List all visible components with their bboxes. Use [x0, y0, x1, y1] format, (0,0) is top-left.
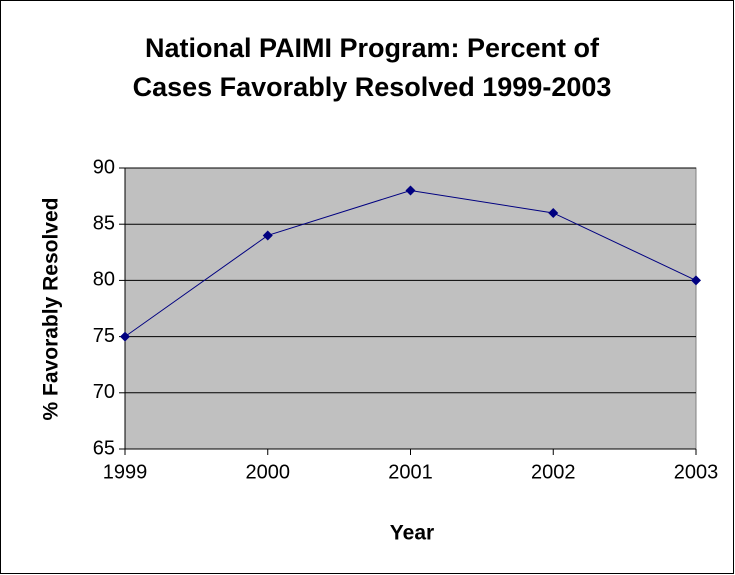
x-tick-label: 2000: [246, 461, 291, 483]
y-axis-title: % Favorably Resolved: [40, 198, 63, 421]
marker: [120, 331, 130, 342]
plot-area: [124, 167, 697, 450]
y-tick-label: 90: [93, 156, 115, 178]
marker: [691, 275, 701, 286]
y-tick-label: 70: [93, 381, 115, 403]
chart-title: National PAIMI Program: Percent of: [145, 33, 600, 63]
marker: [405, 185, 416, 196]
marker: [548, 207, 559, 218]
x-tick-label: 2002: [531, 461, 576, 483]
x-axis-title: Year: [390, 522, 434, 545]
y-tick-label: 75: [93, 325, 115, 347]
y-tick-label: 80: [93, 269, 115, 291]
chart-title: Cases Favorably Resolved 1999-2003: [133, 72, 612, 102]
x-tick-label: 2003: [674, 461, 719, 483]
marker: [262, 230, 273, 241]
x-tick-label: 2001: [388, 461, 433, 483]
y-tick-label: 65: [93, 437, 115, 459]
x-tick-label: 1999: [103, 461, 148, 483]
y-tick-label: 85: [93, 212, 115, 234]
